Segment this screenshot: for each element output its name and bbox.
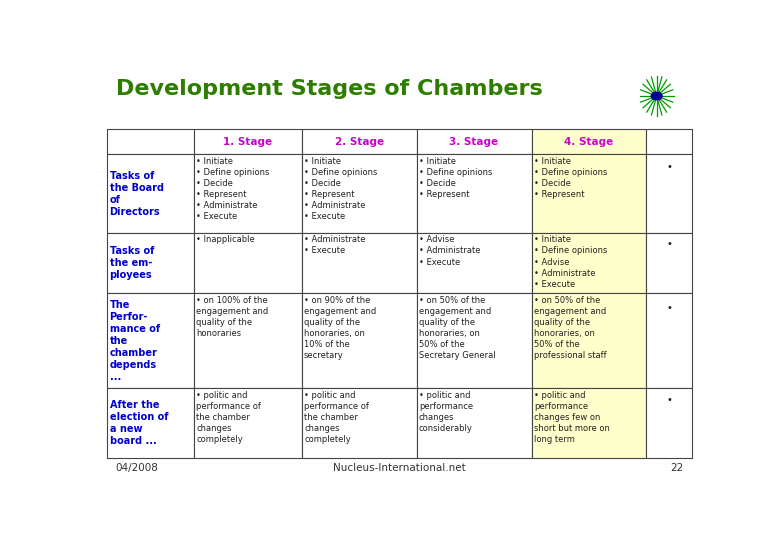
Bar bbox=[531, 293, 647, 388]
Text: 1. Stage: 1. Stage bbox=[223, 137, 272, 147]
Bar bbox=[417, 233, 531, 293]
Bar bbox=[107, 388, 193, 458]
Text: Nucleus-International.net: Nucleus-International.net bbox=[333, 463, 466, 473]
Bar bbox=[193, 233, 302, 293]
Text: Tasks of
the Board
of
Directors: Tasks of the Board of Directors bbox=[109, 171, 164, 217]
Text: •: • bbox=[666, 162, 672, 172]
Bar bbox=[647, 233, 692, 293]
Text: Tasks of
the em-
ployees: Tasks of the em- ployees bbox=[109, 246, 154, 280]
Text: • Administrate
• Execute: • Administrate • Execute bbox=[304, 235, 366, 255]
Bar bbox=[647, 388, 692, 458]
Text: • Initiate
• Define opinions
• Decide
• Represent: • Initiate • Define opinions • Decide • … bbox=[534, 157, 608, 199]
Text: The
Perfor-
mance of
the
chamber
depends
...: The Perfor- mance of the chamber depends… bbox=[109, 300, 160, 382]
Text: 22: 22 bbox=[671, 463, 684, 473]
Text: • on 50% of the
engagement and
quality of the
honoraries, on
50% of the
professi: • on 50% of the engagement and quality o… bbox=[534, 296, 607, 360]
Bar bbox=[647, 129, 692, 154]
Text: • on 90% of the
engagement and
quality of the
honoraries, on
10% of the
secretar: • on 90% of the engagement and quality o… bbox=[304, 296, 376, 360]
Bar bbox=[417, 154, 531, 233]
Text: • Initiate
• Define opinions
• Advise
• Administrate
• Execute: • Initiate • Define opinions • Advise • … bbox=[534, 235, 608, 289]
Text: • Inapplicable: • Inapplicable bbox=[196, 235, 255, 244]
Bar bbox=[531, 233, 647, 293]
Bar bbox=[193, 129, 302, 154]
Bar bbox=[302, 233, 417, 293]
Bar bbox=[107, 233, 193, 293]
Text: • on 50% of the
engagement and
quality of the
honoraries, on
50% of the
Secretar: • on 50% of the engagement and quality o… bbox=[419, 296, 495, 360]
Bar bbox=[107, 154, 193, 233]
Bar bbox=[302, 154, 417, 233]
Text: After the
election of
a new
board ...: After the election of a new board ... bbox=[109, 400, 168, 446]
Bar bbox=[107, 129, 193, 154]
Text: • politic and
performance of
the chamber
changes
completely: • politic and performance of the chamber… bbox=[196, 391, 261, 444]
Circle shape bbox=[651, 92, 662, 100]
Text: • politic and
performance
changes few on
short but more on
long term: • politic and performance changes few on… bbox=[534, 391, 610, 444]
Text: 3. Stage: 3. Stage bbox=[449, 137, 498, 147]
Text: • Advise
• Administrate
• Execute: • Advise • Administrate • Execute bbox=[419, 235, 480, 267]
Text: Development Stages of Chambers: Development Stages of Chambers bbox=[115, 79, 542, 99]
Text: • Initiate
• Define opinions
• Decide
• Represent
• Administrate
• Execute: • Initiate • Define opinions • Decide • … bbox=[304, 157, 378, 221]
Bar bbox=[531, 129, 647, 154]
Text: 2. Stage: 2. Stage bbox=[335, 137, 384, 147]
Text: • politic and
performance
changes
considerably: • politic and performance changes consid… bbox=[419, 391, 473, 433]
Bar bbox=[193, 154, 302, 233]
Text: • Initiate
• Define opinions
• Decide
• Represent: • Initiate • Define opinions • Decide • … bbox=[419, 157, 492, 199]
Text: •: • bbox=[666, 303, 672, 313]
Bar bbox=[193, 293, 302, 388]
Bar bbox=[417, 129, 531, 154]
Text: • Initiate
• Define opinions
• Decide
• Represent
• Administrate
• Execute: • Initiate • Define opinions • Decide • … bbox=[196, 157, 269, 221]
Bar bbox=[417, 388, 531, 458]
Bar bbox=[417, 293, 531, 388]
Bar bbox=[107, 293, 193, 388]
Bar bbox=[302, 293, 417, 388]
Bar bbox=[531, 388, 647, 458]
Text: 4. Stage: 4. Stage bbox=[565, 137, 614, 147]
Text: •: • bbox=[666, 395, 672, 405]
Text: • on 100% of the
engagement and
quality of the
honoraries: • on 100% of the engagement and quality … bbox=[196, 296, 268, 338]
Bar bbox=[193, 388, 302, 458]
Bar bbox=[647, 154, 692, 233]
Bar bbox=[302, 388, 417, 458]
Bar bbox=[647, 293, 692, 388]
Bar bbox=[531, 154, 647, 233]
Text: 04/2008: 04/2008 bbox=[115, 463, 158, 473]
Text: • politic and
performance of
the chamber
changes
completely: • politic and performance of the chamber… bbox=[304, 391, 369, 444]
Bar bbox=[302, 129, 417, 154]
Text: •: • bbox=[666, 239, 672, 249]
